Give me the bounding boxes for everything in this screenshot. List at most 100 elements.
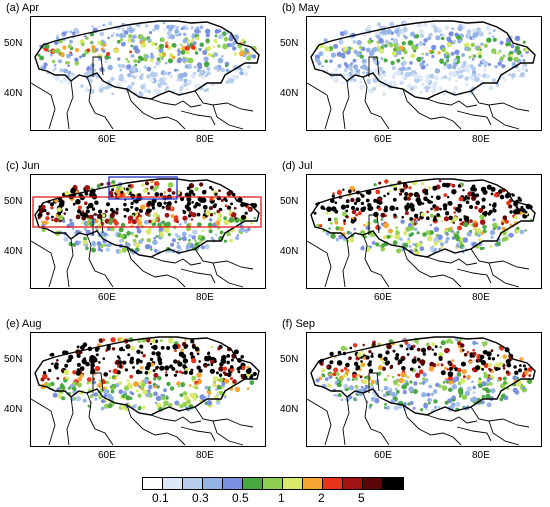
precip-cell [164, 212, 170, 218]
precip-cell [493, 202, 497, 206]
precip-cell [433, 399, 438, 404]
precip-cell [448, 387, 453, 392]
precip-cell [90, 41, 94, 44]
precip-cell [464, 42, 470, 48]
border-line [194, 90, 254, 112]
precip-cell [516, 68, 521, 73]
precip-cell [353, 49, 358, 55]
precip-cell [499, 40, 504, 45]
precip-cell [141, 183, 145, 187]
precip-cell [465, 200, 470, 204]
precip-cell [399, 45, 405, 51]
precip-cell [413, 213, 419, 218]
precip-cell [437, 405, 441, 409]
precip-cell [513, 365, 517, 369]
precip-cell [160, 37, 165, 42]
precip-cell [196, 69, 201, 73]
precip-cell [478, 63, 482, 67]
precip-cell [391, 50, 397, 56]
precip-cell [159, 365, 165, 371]
precip-cell [517, 196, 521, 200]
precip-cell [434, 206, 440, 211]
precip-cell [406, 353, 410, 356]
precip-cell [442, 203, 448, 208]
precip-cell [427, 401, 431, 405]
precip-cell [140, 84, 146, 90]
precip-cell [321, 373, 326, 378]
precip-cell [157, 376, 162, 381]
precip-cell [134, 242, 141, 248]
precip-cell [59, 68, 64, 73]
precip-cell [345, 199, 350, 203]
precip-cell [149, 357, 154, 362]
precip-cell [110, 389, 115, 394]
precip-cell [438, 357, 443, 361]
precip-cell [119, 234, 124, 239]
precip-cell [179, 223, 182, 226]
border-line [342, 80, 350, 130]
precip-cell [468, 360, 473, 365]
precip-cell [164, 61, 168, 65]
precip-cell [384, 361, 390, 366]
precip-cell [416, 195, 421, 199]
precip-cell [155, 395, 162, 401]
precip-cell [86, 222, 90, 226]
colorbar-label: 5 [358, 491, 365, 505]
precip-cell [196, 365, 201, 370]
precip-cell [63, 378, 68, 383]
precip-cell [356, 39, 362, 46]
precip-cell [469, 223, 473, 227]
border-line [92, 372, 104, 393]
precip-cell [67, 81, 71, 85]
precip-cell [385, 405, 390, 410]
precip-cell [129, 359, 134, 365]
precip-cell [55, 48, 61, 54]
precip-cell [409, 61, 413, 65]
precip-cell [416, 231, 420, 235]
precip-cell [76, 353, 81, 358]
border-line [150, 414, 202, 424]
precip-cell [205, 210, 211, 216]
precip-cell [63, 68, 68, 74]
precip-cell [190, 339, 195, 344]
precip-cell [410, 53, 416, 59]
precip-cell [230, 202, 234, 206]
precip-cell [365, 225, 371, 231]
precip-cell [200, 75, 205, 80]
colorbar-swatch [203, 478, 223, 489]
precip-cell [327, 217, 332, 222]
precip-cell [47, 377, 50, 381]
precip-cell [437, 234, 443, 240]
precip-cell [210, 236, 214, 240]
precip-cell [215, 388, 218, 391]
precip-cell [74, 57, 77, 61]
border-line [180, 110, 216, 126]
precip-cell [163, 388, 167, 393]
precip-cell [337, 350, 342, 355]
precip-cell [196, 352, 200, 356]
precip-cell [391, 375, 395, 379]
precip-cell [43, 62, 48, 67]
precip-cell [217, 347, 221, 351]
precip-cell [483, 210, 488, 215]
precip-cell [171, 238, 176, 243]
precip-cell [515, 209, 519, 213]
precip-cell [445, 211, 450, 216]
precip-cell [183, 32, 187, 36]
precip-cell [115, 33, 119, 37]
precip-cell [508, 204, 513, 209]
precip-cell [336, 360, 343, 366]
precip-cell [163, 28, 166, 32]
border-line [362, 234, 390, 288]
precip-cell [167, 233, 171, 237]
precip-cell [324, 377, 329, 381]
precip-cell [142, 37, 147, 42]
precip-cell [61, 52, 65, 56]
precip-cell [207, 363, 210, 367]
precip-cell [481, 367, 484, 371]
precip-cell [326, 365, 330, 369]
precip-cell [184, 64, 190, 69]
precip-cell [175, 232, 178, 236]
precip-cell [355, 207, 359, 211]
precip-cell [440, 219, 444, 223]
